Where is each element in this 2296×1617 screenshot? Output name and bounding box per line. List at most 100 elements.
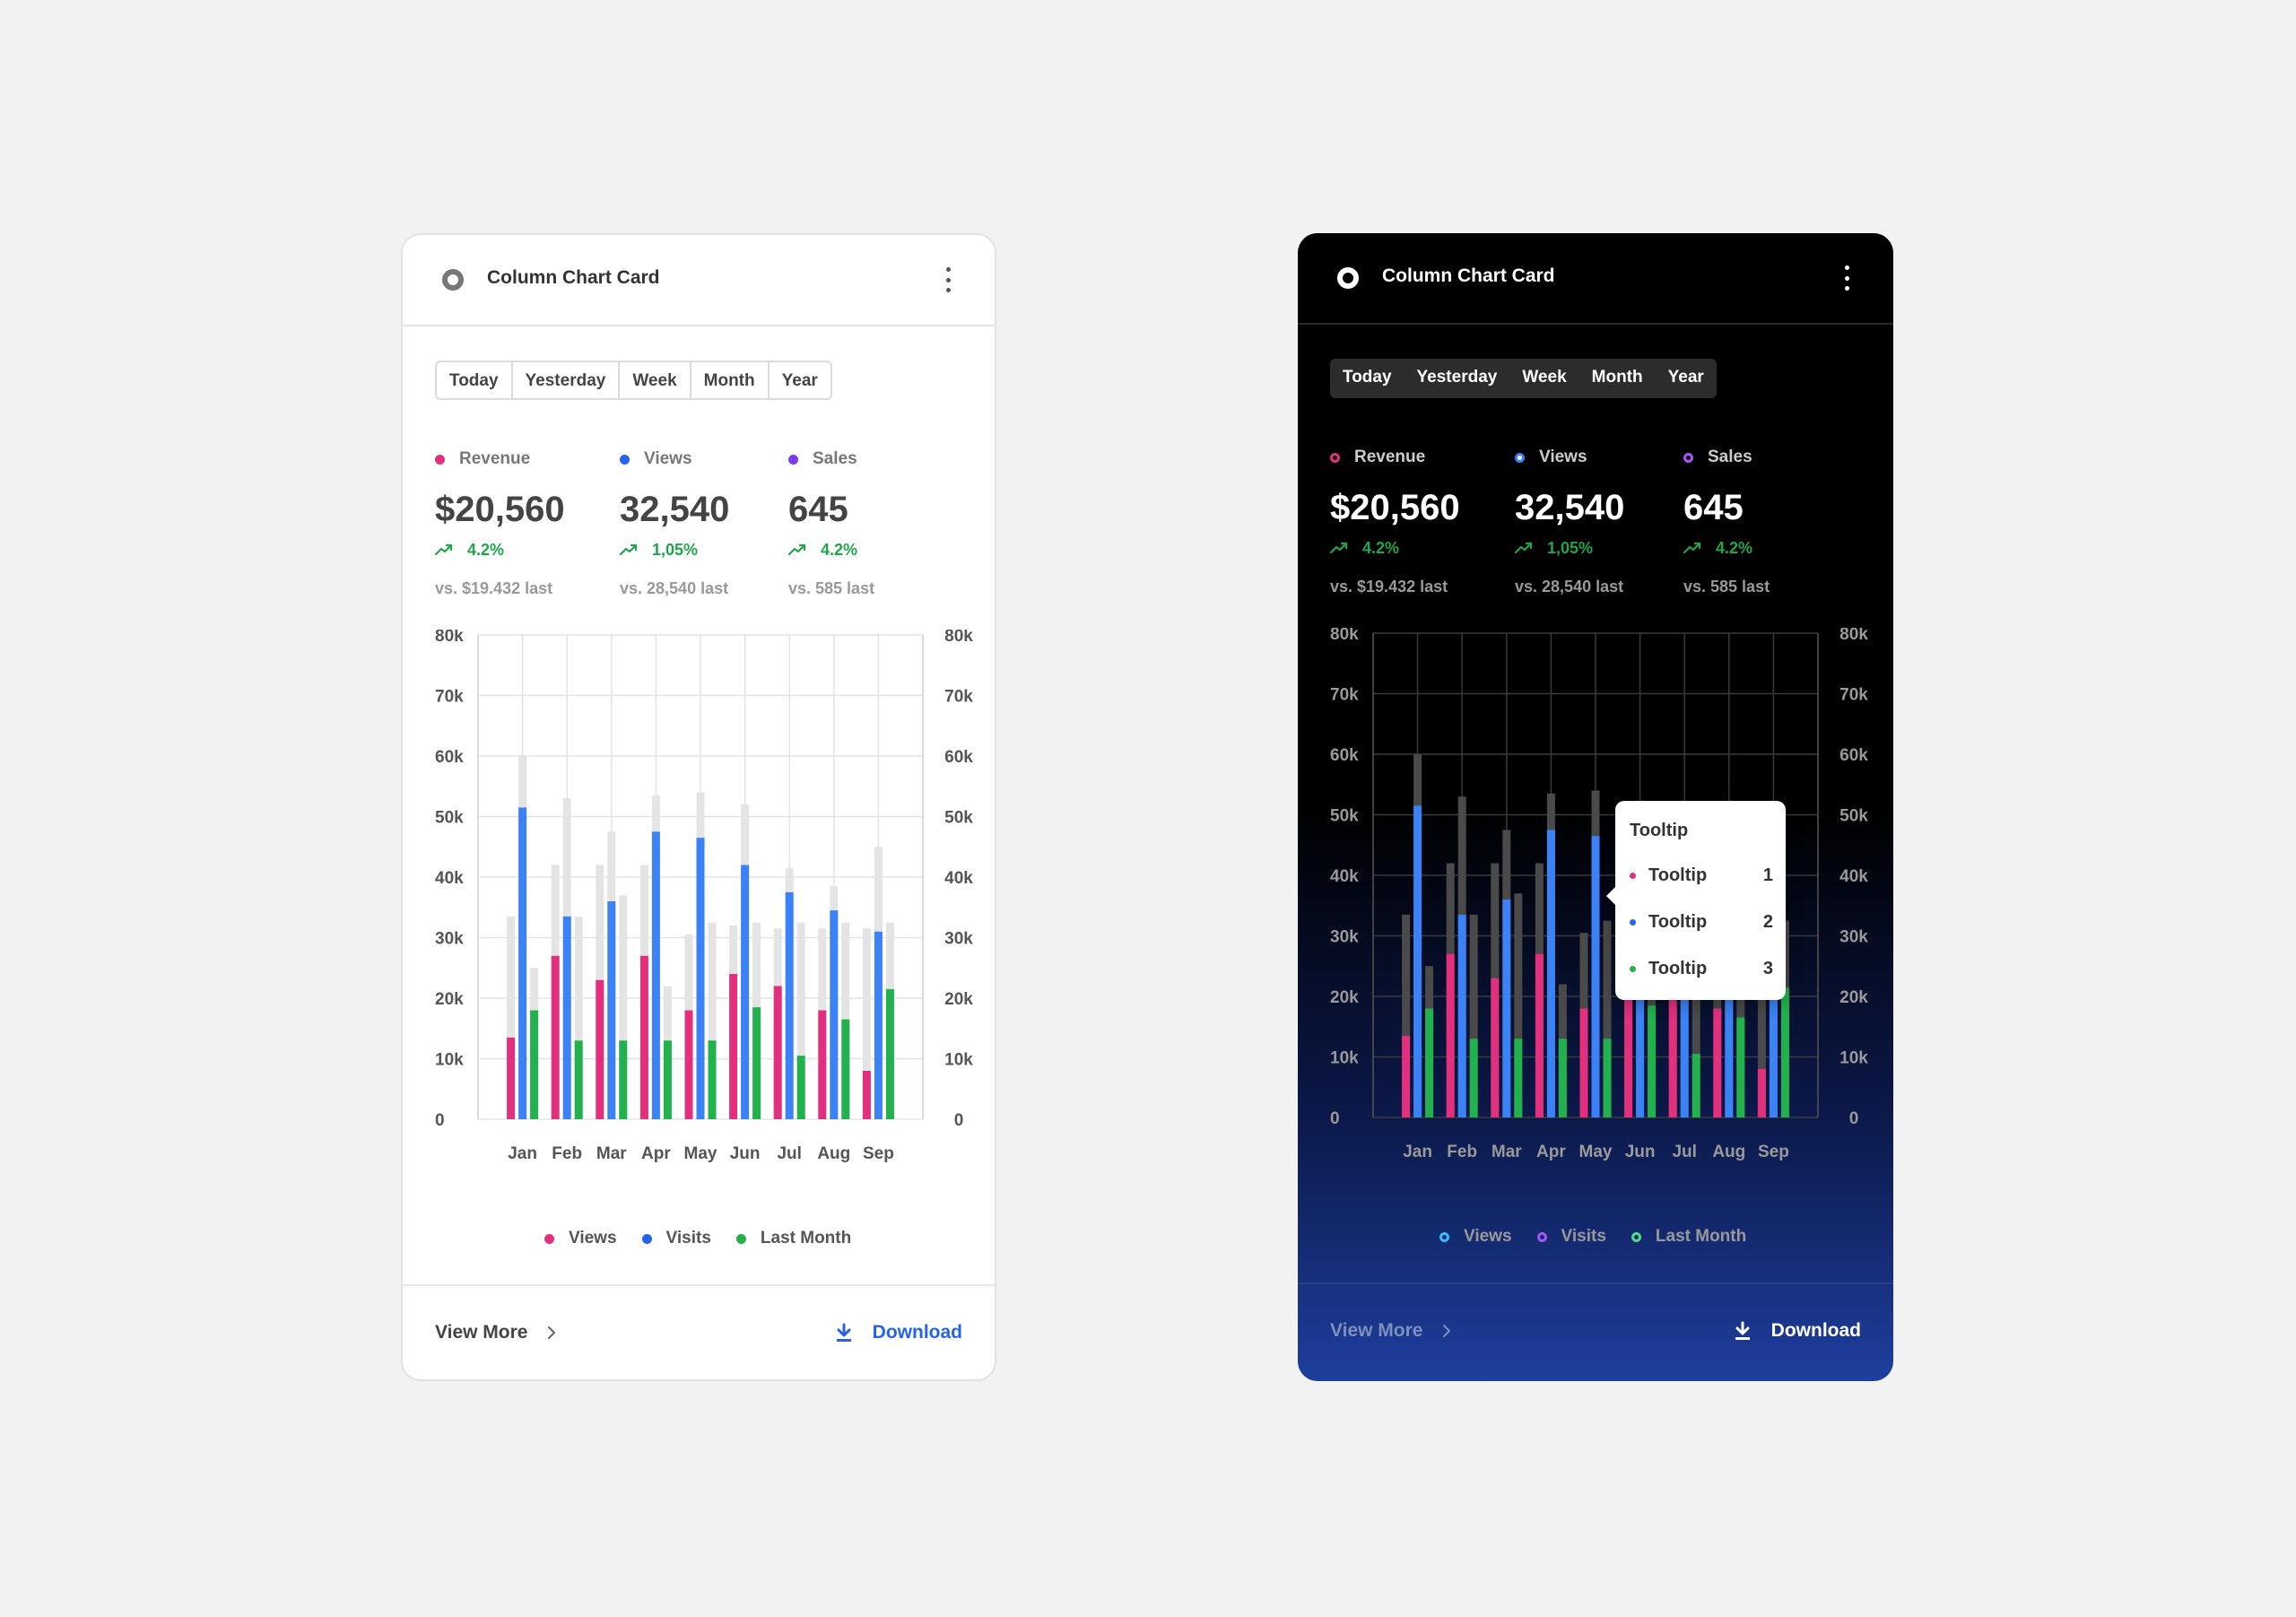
metric-label: Views (1539, 448, 1587, 466)
bar-last-month[interactable] (1736, 1017, 1745, 1117)
bar-last-month[interactable] (663, 1040, 672, 1119)
bar-visits[interactable] (1725, 908, 1734, 1117)
chart-legend: Views Visits Last Month (544, 1229, 851, 1248)
bar-views[interactable] (1624, 972, 1633, 1117)
bar-views[interactable] (596, 979, 604, 1119)
bar-views[interactable] (551, 955, 560, 1119)
metric-value: $20,560 (435, 490, 565, 529)
bar-views[interactable] (818, 1010, 827, 1120)
column-chart: 0 0 10k 10k 20k 20k 30k 30k 40k 40k 50k 50k 60k 60k 70… (435, 630, 973, 1163)
more-options-icon[interactable] (1843, 265, 1850, 291)
bar-last-month[interactable] (885, 988, 894, 1119)
bar-last-month[interactable] (1425, 1008, 1434, 1118)
bar-visits[interactable] (830, 910, 839, 1119)
tooltip-label: Tooltip (1648, 959, 1708, 978)
bar-last-month[interactable] (1648, 1005, 1657, 1117)
legend-item-visits: Visits (641, 1229, 711, 1248)
bar-visits[interactable] (607, 901, 616, 1119)
bar-visits[interactable] (1457, 914, 1466, 1117)
more-options-icon[interactable] (944, 267, 952, 292)
bar-visits[interactable] (1546, 830, 1555, 1117)
bar-views[interactable] (773, 986, 782, 1120)
bar-views[interactable] (684, 1010, 693, 1120)
y2-tick-label: 40k (1839, 867, 1868, 886)
bar-visits[interactable] (651, 831, 660, 1119)
metric-label: Revenue (1354, 448, 1426, 466)
tab-year[interactable]: Year (781, 371, 818, 390)
bar-visits[interactable] (874, 931, 883, 1119)
bar-visits[interactable] (1591, 836, 1600, 1117)
legend-dot (544, 1233, 554, 1244)
bar-last-month[interactable] (1514, 1039, 1523, 1117)
tab-month[interactable]: Month (691, 362, 770, 398)
metric-change: 4.2% (1362, 538, 1400, 557)
bar-last-month[interactable] (841, 1019, 850, 1119)
bar-last-month[interactable] (1469, 1039, 1478, 1117)
y-tick-label: 60k (1330, 746, 1359, 765)
bar-last-month[interactable] (752, 1007, 761, 1119)
metric-label: Revenue (459, 449, 531, 468)
tab-year[interactable]: Year (1667, 368, 1704, 387)
bar-views[interactable] (1579, 1008, 1588, 1118)
bar-visits[interactable] (1413, 805, 1422, 1117)
bar-views[interactable] (1491, 978, 1500, 1117)
y2-tick-label: 10k (944, 1051, 973, 1070)
column-chart: 0 0 10k 10k 20k 20k 30k 30k 40k 40k 50k 50k 60k 60k 70… (1330, 628, 1868, 1161)
bar-last-month[interactable] (574, 1040, 583, 1119)
view-more-link[interactable]: View More (1330, 1320, 1451, 1342)
tab-yesterday[interactable]: Yesterday (513, 362, 621, 398)
metric-label: Sales (813, 449, 857, 468)
bar-views[interactable] (639, 955, 648, 1119)
bar-last-month[interactable] (619, 1040, 628, 1119)
bar-visits[interactable] (785, 891, 794, 1119)
bar-views[interactable] (1668, 984, 1677, 1118)
download-button[interactable]: Download (1734, 1320, 1861, 1342)
trend-up-icon (435, 543, 453, 556)
y-tick-label: 20k (435, 990, 464, 1009)
metric-change: 4.2% (467, 540, 505, 559)
bar-views[interactable] (1713, 1008, 1722, 1118)
y-tick-label: 50k (1330, 807, 1359, 826)
tooltip-label: Tooltip (1648, 912, 1708, 932)
bar-last-month[interactable] (1692, 1054, 1700, 1117)
bar-views[interactable] (729, 974, 738, 1119)
bar-background (1469, 914, 1478, 1117)
card-header: Column Chart Card (403, 235, 995, 326)
bar-views[interactable] (1402, 1035, 1411, 1117)
bar-visits[interactable] (1680, 890, 1689, 1117)
bar-last-month[interactable] (796, 1056, 805, 1119)
tab-month[interactable]: Month (1591, 368, 1643, 387)
metric-revenue: Revenue $20,560 4.2% vs. $19.432 last (435, 448, 565, 598)
bar-last-month[interactable] (1558, 1039, 1567, 1117)
bar-views[interactable] (1757, 1069, 1766, 1117)
tab-today[interactable]: Today (1343, 368, 1392, 387)
tab-week[interactable]: Week (620, 362, 691, 398)
download-button[interactable]: Download (835, 1322, 962, 1343)
legend-label: Views (569, 1229, 617, 1248)
views-dot (1515, 452, 1525, 463)
y2-tick-label: 70k (1839, 686, 1868, 705)
bar-last-month[interactable] (530, 1010, 539, 1120)
bar-last-month[interactable] (708, 1040, 717, 1119)
bar-visits[interactable] (696, 838, 705, 1119)
metric-change: 4.2% (1716, 538, 1753, 557)
bar-views[interactable] (1535, 953, 1544, 1117)
bar-views[interactable] (1446, 953, 1455, 1117)
view-more-link[interactable]: View More (435, 1322, 556, 1343)
tab-today[interactable]: Today (437, 362, 513, 398)
bar-visits[interactable] (1769, 929, 1778, 1117)
y-tick-label: 40k (1330, 867, 1359, 886)
tab-yesterday[interactable]: Yesterday (1416, 368, 1498, 387)
bar-visits[interactable] (1502, 900, 1511, 1117)
bar-visits[interactable] (518, 807, 527, 1119)
metric-comparison: vs. 585 last (788, 579, 875, 597)
metric-label: Views (644, 449, 692, 468)
tab-week[interactable]: Week (1522, 368, 1567, 387)
bar-visits[interactable] (741, 865, 750, 1120)
bar-views[interactable] (862, 1071, 871, 1119)
bar-last-month[interactable] (1603, 1039, 1612, 1117)
bar-visits[interactable] (562, 916, 571, 1119)
bar-last-month[interactable] (1780, 987, 1789, 1117)
bar-views[interactable] (507, 1037, 516, 1119)
x-tick-label: Aug (1712, 1143, 1745, 1161)
